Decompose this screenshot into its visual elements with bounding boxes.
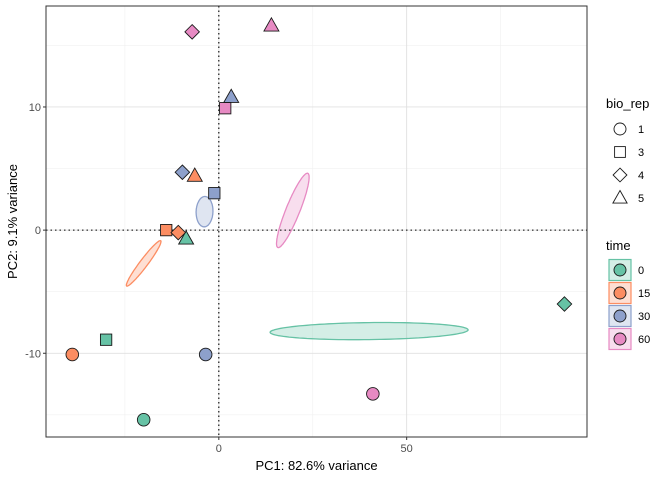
data-point-time60-rep3 [219,102,232,115]
panel-border [45,5,588,438]
legend-shape-triangle [612,189,628,204]
legend-color-label: 60 [638,334,650,346]
data-points [65,16,573,427]
legend-color-label: 0 [638,265,644,277]
data-point-time15-rep1 [65,347,80,362]
ellipse-time-60 [275,172,310,249]
data-point-time15-rep4 [170,224,187,241]
y-tick-label: -10 [25,348,41,360]
data-point-time60-rep5 [263,16,280,32]
data-point-time0-rep5 [177,229,195,245]
legend-shape-circle [613,122,627,136]
ellipse-time-15 [125,239,162,287]
legend-color-point [613,286,627,300]
legend-color-point [613,263,627,277]
data-point-time60-rep4 [184,23,201,40]
group-ellipses [125,172,469,341]
legend-shape-label: 1 [638,124,644,136]
legend-shape-diamond [612,167,628,183]
legend-shape-label: 4 [638,170,644,182]
data-point-time0-rep3 [99,333,113,346]
legend-shape-label: 3 [638,147,644,159]
data-point-time30-rep3 [208,187,221,200]
legend-shape-label: 5 [638,193,644,205]
legend-color-point [613,309,627,323]
y-tick-label: 10 [29,102,41,114]
x-tick-label: 50 [401,443,413,455]
shape-legend-title: bio_rep [606,96,649,111]
legend-color-point [613,332,627,346]
ellipse-time-30 [195,195,214,228]
data-point-time30-rep4 [174,164,191,181]
data-point-time15-rep5 [186,167,204,182]
data-point-time0-rep4 [556,296,573,312]
legend: bio_rep time 1 3 4 5 0 15 30 60 [606,96,650,351]
color-legend-title: time [606,238,631,253]
legend-color-label: 30 [638,311,650,323]
reference-lines [46,6,587,437]
x-axis-title: PC1: 82.6% variance [255,458,377,473]
x-tick-label: 0 [216,443,222,455]
data-point-time15-rep3 [160,223,173,237]
panel-background [46,6,587,437]
legend-color-label: 15 [638,288,650,300]
data-point-time0-rep1 [136,413,151,427]
ellipse-time-0 [269,321,469,341]
y-axis-title: PC2: 9.1% variance [5,164,20,279]
y-tick-label: 0 [35,225,41,237]
data-point-time60-rep1 [366,387,380,401]
data-point-time30-rep1 [198,347,213,362]
legend-shape-square [614,146,626,158]
axes: 0 50 -10 0 10 [25,102,413,455]
